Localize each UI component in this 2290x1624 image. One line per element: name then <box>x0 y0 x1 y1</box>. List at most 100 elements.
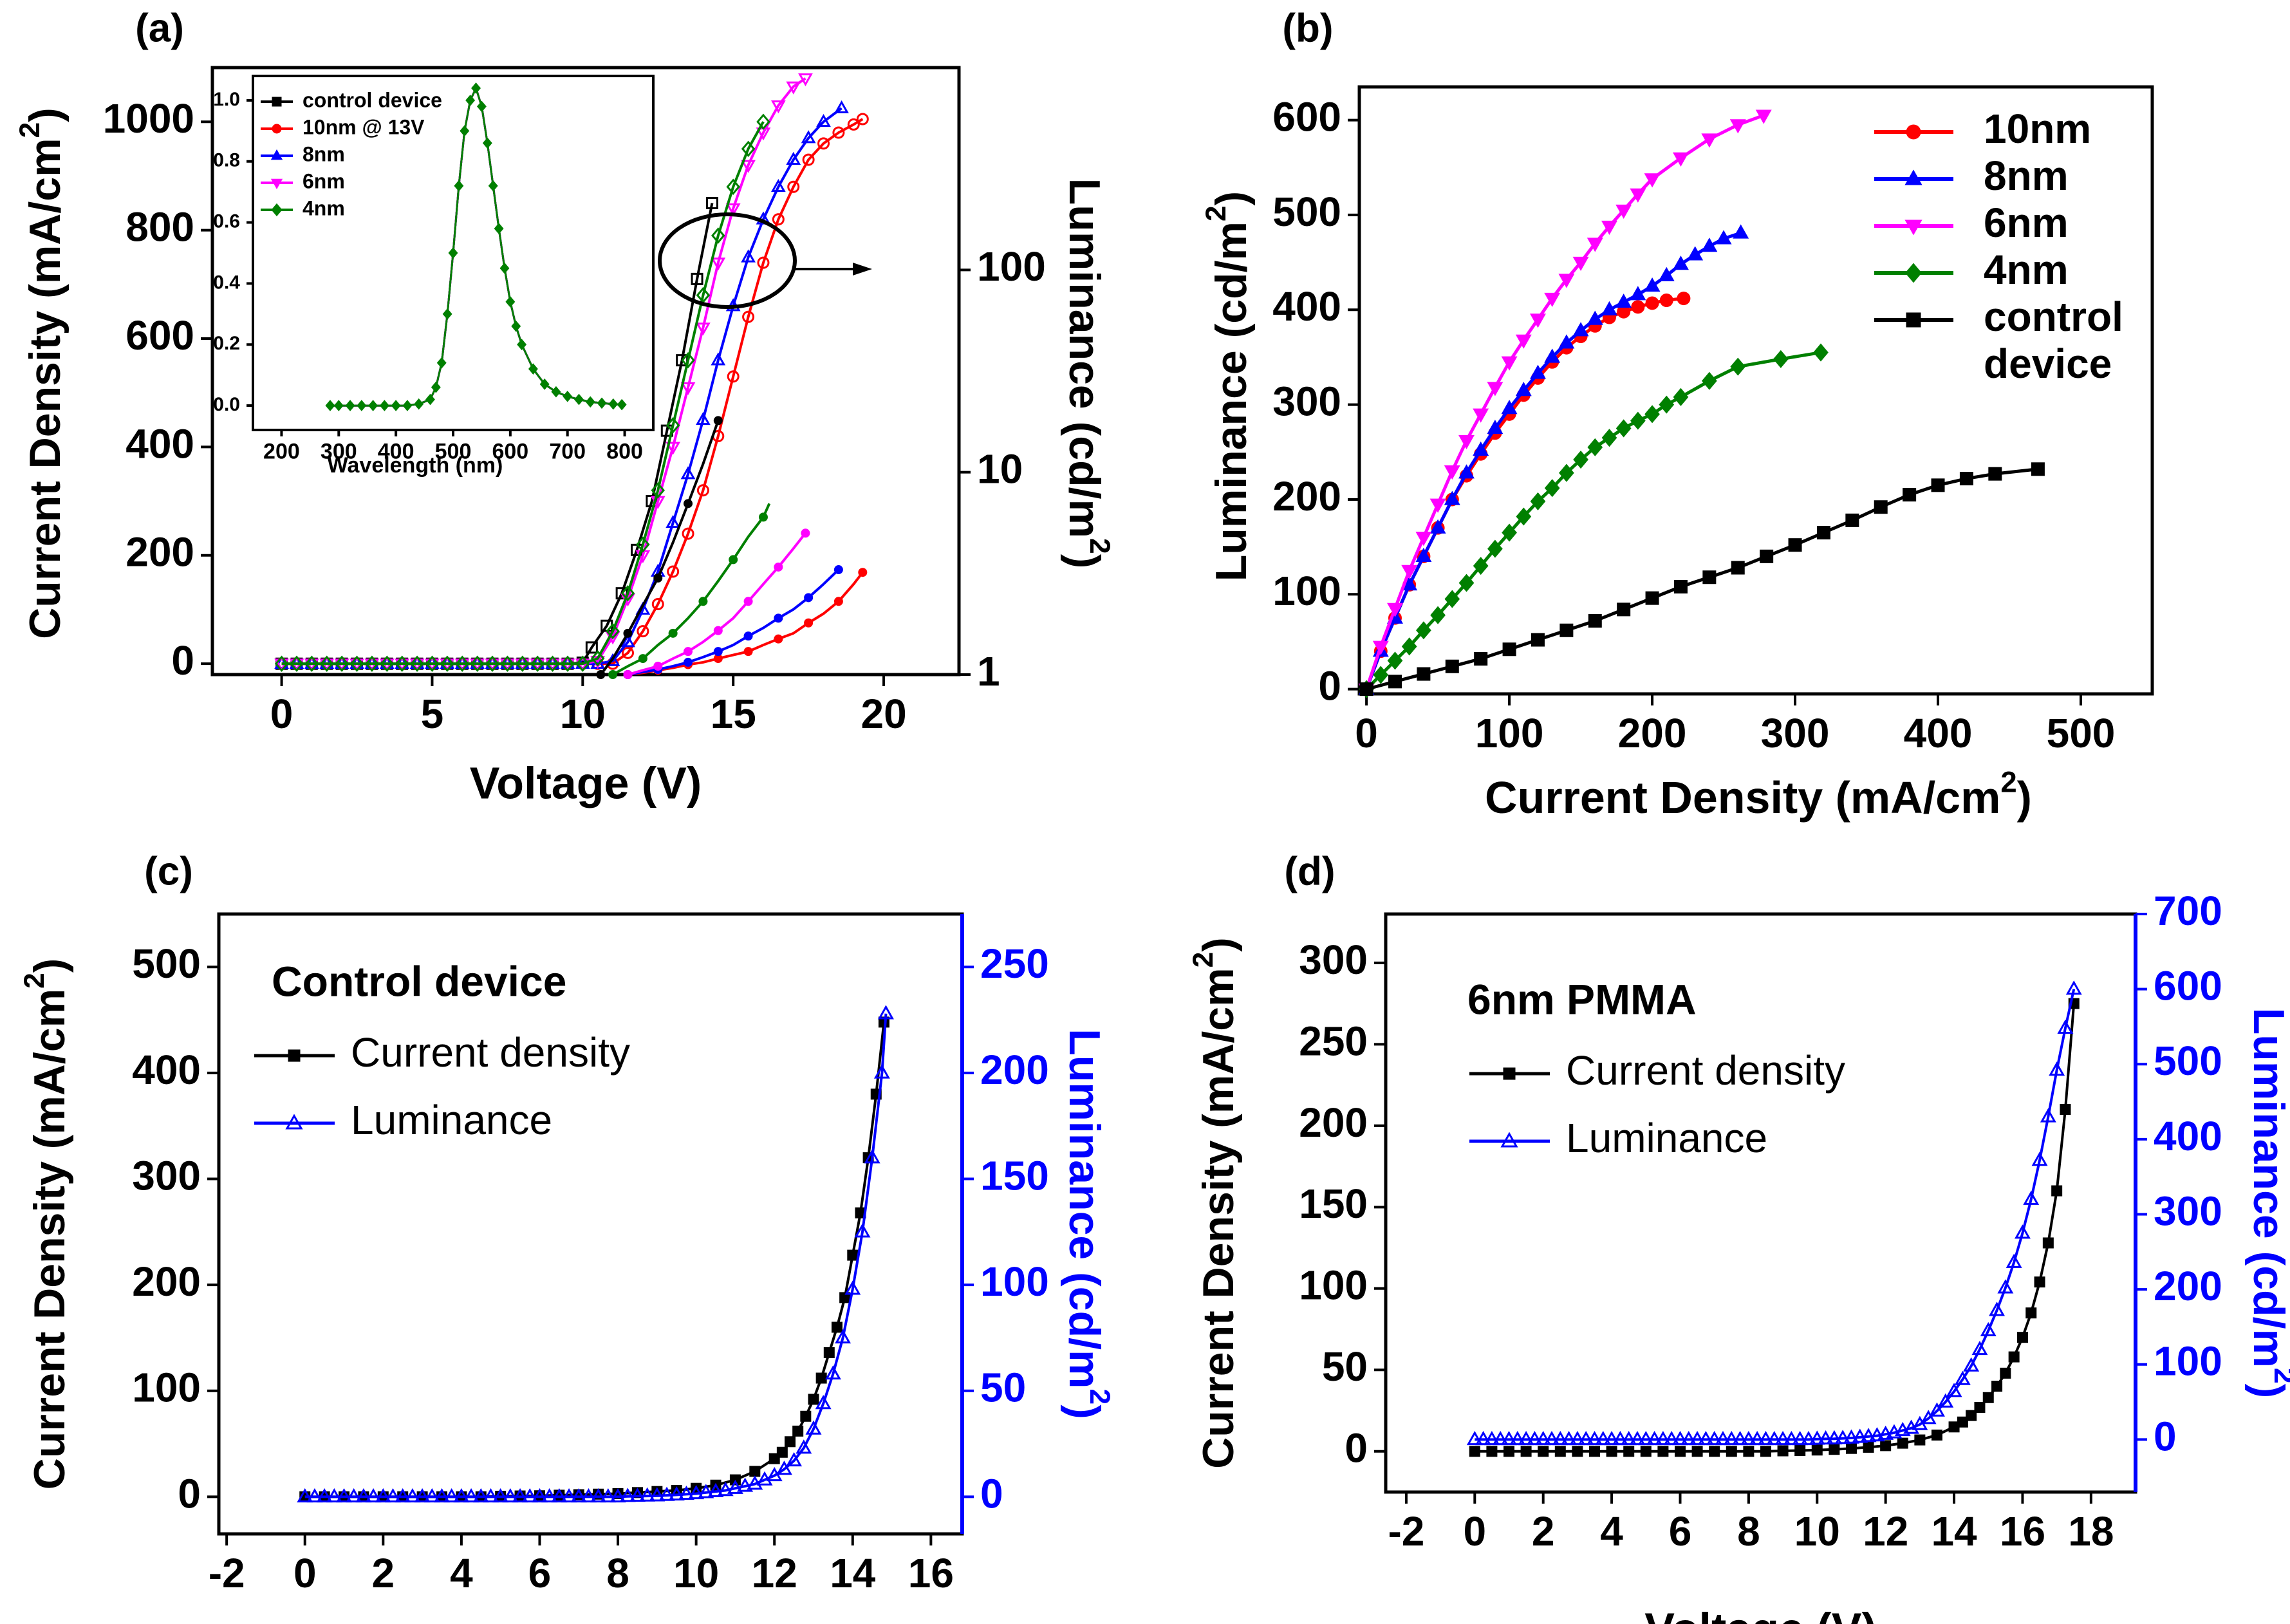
jv-10nm-point <box>682 527 694 540</box>
luminance-point <box>1621 1430 1637 1446</box>
x-tick-label: 200 <box>263 439 300 463</box>
luminance-point <box>1868 1427 1885 1442</box>
lj-6nm-point <box>1458 434 1475 449</box>
current-density-point <box>1572 1446 1583 1457</box>
luminance-point <box>1663 1430 1680 1446</box>
luminance-point <box>2065 980 2082 995</box>
lj-8nm-point <box>1515 382 1532 397</box>
lj-4nm-point <box>1502 523 1517 542</box>
current-density-point <box>1897 1437 1908 1449</box>
panel-label: (c) <box>144 849 193 893</box>
lj-6nm-point <box>1444 465 1460 480</box>
left-y-tick-label: 0.0 <box>213 394 240 415</box>
right-y-tick-label: 400 <box>2154 1113 2222 1159</box>
lj-8nm-point <box>1530 364 1546 379</box>
lj-4nm-point <box>1387 651 1403 670</box>
current-density-point <box>1811 1444 1823 1456</box>
luminance-point <box>717 1482 734 1497</box>
jv-4nm-point <box>380 655 395 672</box>
inset-spectrum-4-point <box>333 400 344 411</box>
lj-control-device-point <box>1417 667 1431 681</box>
left-y-tick-label: 0.4 <box>213 272 240 293</box>
current-density-point <box>1777 1445 1789 1457</box>
left-y-tick-label: 200 <box>1299 1099 1368 1146</box>
luminance-point <box>1723 1430 1740 1446</box>
lj-control-device-point <box>1845 513 1859 527</box>
left-y-tick-label: 100 <box>1299 1262 1368 1309</box>
lj-4nm-point <box>1701 371 1717 390</box>
x-tick-label: 0 <box>1464 1508 1487 1554</box>
lj-6nm-point <box>1572 256 1589 271</box>
luminance-point <box>1569 1430 1586 1446</box>
luminance-point <box>1928 1402 1945 1417</box>
current-density-point <box>1829 1444 1840 1455</box>
jv-10nm-point <box>847 118 860 131</box>
current-density-point <box>1554 1446 1566 1457</box>
current-density-point <box>1931 1429 1942 1441</box>
current-density-point <box>1982 1392 1994 1403</box>
jv-4nm-point <box>500 655 515 672</box>
inset-spectrum-4-point <box>597 397 607 409</box>
jv-10nm-point <box>787 180 800 193</box>
luminance-point <box>854 1223 871 1238</box>
lj-8nm-point <box>1658 266 1675 281</box>
luminance-point <box>551 1488 568 1503</box>
panel-b: (b) 0 100 200 300 400 500 0 100 200 300 400 500 600 Cu… <box>1200 6 2154 823</box>
luminance-point <box>678 1486 694 1500</box>
luminance-point <box>1475 1430 1492 1446</box>
lj-4nm-point <box>1559 463 1574 482</box>
lj-8nm-point <box>1458 464 1475 479</box>
legend-label: 8nm <box>1984 153 2069 199</box>
jv-10nm-point <box>651 598 664 611</box>
jv-10nm-point <box>667 565 680 578</box>
jv-4nm-point <box>319 655 334 672</box>
lum-point <box>684 647 693 657</box>
panel-label: (d) <box>1284 849 1335 893</box>
luminance-point <box>1792 1430 1809 1446</box>
y-axis-label: Current Density (mA/cm2) <box>19 958 74 1490</box>
luminance-point <box>1535 1430 1552 1446</box>
lj-control-device-point <box>1931 478 1945 492</box>
inset-spectrum-4-point <box>482 137 492 149</box>
lj-6nm-point <box>1701 133 1718 148</box>
lj-8nm-point <box>1672 256 1689 270</box>
lj-control-device-point <box>1731 561 1745 575</box>
luminance-point <box>414 1488 431 1503</box>
lj-6nm-point <box>1530 313 1546 328</box>
left-y-tick-label: 1000 <box>103 95 194 142</box>
legend-label: Luminance <box>351 1097 552 1143</box>
panel-label: (b) <box>1282 6 1333 50</box>
luminance-point <box>463 1488 479 1503</box>
luminance-point <box>1646 1430 1663 1446</box>
jv-4nm-point <box>440 655 454 672</box>
luminance-point <box>1484 1430 1500 1446</box>
lj-8nm-point <box>1687 246 1704 261</box>
current-density-point <box>839 1292 851 1303</box>
current-density-point <box>2034 1276 2045 1288</box>
luminance-point <box>1920 1410 1937 1424</box>
inset-spectrum-4-point <box>345 400 355 411</box>
current-density-point <box>1606 1446 1617 1457</box>
current-density-point <box>1880 1440 1892 1451</box>
y2-axis-label: Luminance (cd/m2) <box>1060 1029 1115 1419</box>
lum-point <box>713 416 723 425</box>
right-y-tick-label: 50 <box>980 1365 1026 1411</box>
left-y-tick-label: 0.2 <box>213 333 240 354</box>
luminance-point <box>844 1280 861 1295</box>
jv-8nm-point <box>620 634 635 648</box>
inset-spectrum-4-point <box>476 100 487 113</box>
inset-spectrum-4-point <box>505 296 516 308</box>
luminance-point <box>1818 1430 1834 1445</box>
left-y-tick-label: 100 <box>1272 568 1341 614</box>
inset-spectrum-4-point <box>574 393 584 406</box>
plot-title: 6nm PMMA <box>1467 975 1697 1023</box>
left-y-tick-label: 1.0 <box>213 89 240 110</box>
luminance-point <box>2049 1061 2065 1076</box>
panel-d: (d)6nm PMMA-2 0 2 4 6 8 10 12 14 16 18050100150200… <box>1187 849 2290 1624</box>
current-density-point <box>1588 1446 1600 1457</box>
luminance-point <box>424 1488 440 1503</box>
inset-legend-marker <box>271 203 283 217</box>
jv-4nm-point <box>530 655 545 672</box>
x-tick-label: -2 <box>209 1550 245 1596</box>
current-density-point <box>1914 1434 1926 1446</box>
